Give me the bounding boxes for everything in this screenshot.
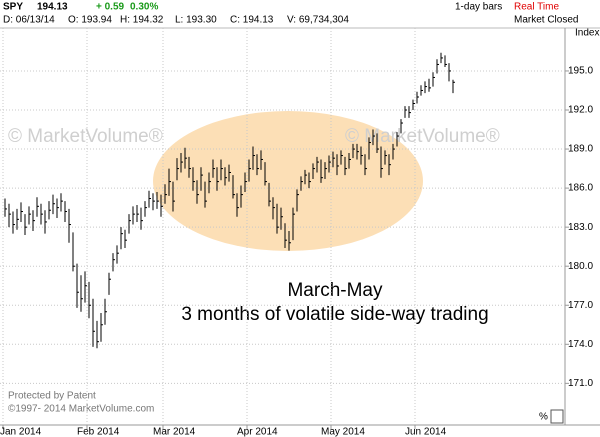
annotation: 3 months of volatile side-way trading: [181, 304, 488, 325]
change: + 0.59: [96, 2, 125, 13]
symbol: SPY: [3, 2, 23, 13]
y-tick-label: 183.0: [568, 222, 593, 233]
date: D: 06/13/14: [3, 15, 55, 26]
annotation: March-May: [287, 280, 383, 301]
watermark: © MarketVolume®: [8, 126, 163, 147]
high: H: 194.32: [120, 15, 164, 26]
feed: Real Time: [514, 2, 559, 13]
x-tick-label: Mar 2014: [153, 427, 196, 437]
y-tick-label: 180.0: [568, 261, 593, 272]
highlight-ellipse: [153, 111, 423, 251]
volume: V: 69,734,304: [287, 15, 349, 26]
percent-toggle[interactable]: %: [539, 412, 548, 423]
open: O: 193.94: [68, 15, 112, 26]
market-status: Market Closed: [514, 15, 578, 26]
low: L: 193.30: [175, 15, 217, 26]
watermark: © MarketVolume®: [345, 126, 500, 147]
x-tick-label: Apr 2014: [237, 427, 278, 437]
bar-interval: 1-day bars: [455, 2, 502, 13]
y-tick-label: 171.0: [568, 378, 593, 389]
close: C: 194.13: [230, 15, 274, 26]
y-tick-label: 189.0: [568, 144, 593, 155]
x-tick-label: May 2014: [321, 427, 365, 437]
footer: ©1997- 2014 MarketVolume.com: [8, 404, 154, 415]
y-tick-label: 195.0: [568, 66, 593, 77]
change-pct: 0.30%: [130, 2, 158, 13]
y-tick-label: 186.0: [568, 183, 593, 194]
x-tick-label: Jun 2014: [405, 427, 447, 437]
footer: Protected by Patent: [8, 391, 96, 402]
x-tick-label: Feb 2014: [77, 427, 120, 437]
last-price: 194.13: [37, 2, 68, 13]
percent-box[interactable]: [550, 409, 564, 424]
y-tick-label: 174.0: [568, 339, 593, 350]
y-tick-label: 177.0: [568, 300, 593, 311]
y-axis-label: Index: [575, 28, 599, 39]
x-tick-label: Jan 2014: [0, 427, 42, 437]
y-tick-label: 192.0: [568, 105, 593, 116]
